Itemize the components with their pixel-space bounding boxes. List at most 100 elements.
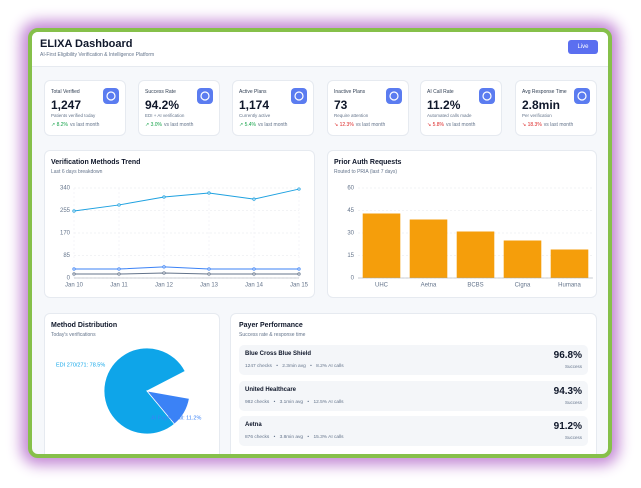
line-chart-card: Verification Methods Trend Last 6 days br…	[44, 150, 315, 298]
point	[252, 267, 256, 271]
stat-change: 18.3%	[527, 122, 542, 128]
card-title: Method Distribution	[51, 322, 118, 329]
icon-glyph	[389, 91, 399, 101]
trend-arrow: ↘	[522, 122, 528, 128]
stat-change-row: ↘ 12.3% vs last month	[334, 122, 385, 128]
point	[252, 272, 256, 276]
stat-value: 2.8min	[522, 98, 561, 112]
payer-rate: 91.2%	[553, 421, 582, 432]
x-tick-label: UHC	[375, 283, 389, 289]
line	[74, 272, 299, 275]
icon-ring	[577, 91, 587, 101]
icon-glyph	[577, 91, 587, 101]
live-button[interactable]: Live	[568, 40, 598, 54]
payer-stat: 15.3% AI calls	[313, 435, 344, 440]
y-tick-label: 0	[351, 276, 355, 282]
stat-change: 3.0%	[150, 122, 162, 128]
live-label: Live	[577, 44, 589, 50]
stat-title: Active Plans	[239, 89, 267, 95]
point	[207, 272, 211, 276]
stat-value: 1,247	[51, 98, 82, 112]
x-tick-label: Jan 13	[200, 283, 219, 289]
stat-change-row: ↗ 8.2% vs last month	[51, 122, 99, 128]
point	[297, 187, 301, 191]
icon-ring	[389, 91, 399, 101]
card-subtitle: Last 6 days breakdown	[51, 169, 103, 175]
stat-title: AI Call Rate	[427, 89, 454, 95]
x-tick-label: Jan 11	[110, 283, 128, 289]
title: ELIXA Dashboard	[40, 38, 133, 50]
stat-change-suffix: vs last month	[543, 122, 574, 128]
icon-glyph	[482, 91, 492, 101]
stat-change-suffix: vs last month	[70, 122, 100, 128]
point	[72, 272, 76, 276]
payer-stat: 3.1min avg	[279, 399, 304, 405]
icon-ring	[482, 91, 492, 101]
pie-label: EDI 270/271: 78.5%	[56, 362, 105, 368]
separator: •	[272, 399, 277, 405]
payer-meta: 982 checks • 3.1min avg • 12.5% AI calls	[245, 400, 344, 405]
y-tick-label: 15	[347, 253, 354, 259]
y-tick-label: 170	[60, 231, 71, 237]
icon-glyph	[106, 91, 116, 101]
bar	[456, 231, 495, 278]
trend-arrow: ↘	[334, 122, 340, 128]
payer-name: Blue Cross Blue Shield	[245, 351, 312, 357]
payer-stat: 3.8min avg	[279, 435, 304, 440]
pie-slice	[145, 390, 190, 425]
icon-ring	[294, 91, 304, 101]
stat-subtitle: EDI + AI verification	[145, 113, 185, 118]
stat-change-suffix: vs last month	[258, 122, 288, 128]
payer-rate: 96.8%	[553, 350, 582, 361]
y-tick-label: 60	[347, 186, 354, 192]
stat-change: 5.4%	[244, 122, 256, 128]
icon-glyph	[294, 91, 304, 101]
trend-arrow: ↗	[145, 122, 151, 128]
stat-card: Success Rate 94.2% EDI + AI verification ↗ …	[138, 80, 220, 136]
stat-change-suffix: vs last month	[355, 122, 386, 128]
stat-value: 11.2%	[427, 98, 461, 112]
point	[117, 267, 121, 271]
stat-card: AI Call Rate 11.2% Automated calls made ↘ 5…	[420, 80, 502, 136]
stat-change: 5.8%	[432, 122, 444, 128]
pie-chart-card: Method Distribution Today's verifications…	[44, 313, 220, 454]
icon-ring	[200, 91, 210, 101]
chart: 0 85 170 255 340 Jan 10 Jan 11 Jan 12 Jan 13 Jan …	[60, 186, 309, 289]
payer-rate-label: Success	[564, 435, 582, 440]
stat-card: Inactive Plans 73 Require attention ↘ 12.3%…	[327, 80, 409, 136]
card-subtitle: Today's verifications	[51, 332, 96, 338]
chart: 0 15 30 45 60 UHC Aetna BCBS Cigna Humana	[347, 186, 593, 289]
bar	[550, 249, 589, 278]
line	[73, 188, 300, 212]
y-tick-label: 45	[347, 208, 354, 214]
bar-chart-card: Prior Auth Requests Routed to PRIA (last …	[327, 150, 597, 298]
payer-meta: 876 checks • 3.8min avg • 15.3% AI calls	[245, 435, 344, 440]
point	[162, 271, 166, 275]
stat-title: Total Verified	[51, 89, 80, 95]
stat-icon	[386, 88, 402, 104]
payer-row: United Healthcare 982 checks • 3.1min avg…	[239, 380, 588, 411]
payer-stat: 982 checks	[245, 399, 270, 405]
subtitle: AI-First Eligibility Verification & Inte…	[40, 52, 155, 58]
y-tick-label: 30	[347, 231, 354, 237]
payer-meta: 1247 checks • 2.3min avg • 8.2% AI calls	[245, 364, 344, 369]
stat-icon	[574, 88, 590, 104]
chart: EDI 270/271: 78.5% AI Payer Call: 11.2%	[56, 347, 201, 435]
card-title: Verification Methods Trend	[51, 159, 141, 166]
header	[32, 32, 608, 67]
x-tick-label: Jan 15	[290, 283, 309, 289]
point	[117, 203, 121, 207]
stat-subtitle: Automated calls made	[427, 113, 472, 118]
card-subtitle: Success rate & response time	[239, 332, 306, 338]
card-subtitle: Routed to PRIA (last 7 days)	[334, 169, 398, 175]
stat-change-suffix: vs last month	[446, 122, 476, 128]
payer-name: United Healthcare	[245, 386, 297, 393]
stat-change-row: ↘ 5.8% vs last month	[427, 122, 475, 128]
stat-change: 12.3%	[339, 122, 354, 128]
stat-title: Inactive Plans	[334, 89, 366, 95]
payer-row: Aetna 876 checks • 3.8min avg • 15.3% AI …	[239, 416, 588, 446]
payer-stat: 1247 checks	[245, 364, 272, 369]
payer-row: Blue Cross Blue Shield 1247 checks • 2.3m…	[239, 345, 588, 375]
stat-change-suffix: vs last month	[164, 122, 194, 128]
y-tick-label: 255	[60, 208, 71, 214]
